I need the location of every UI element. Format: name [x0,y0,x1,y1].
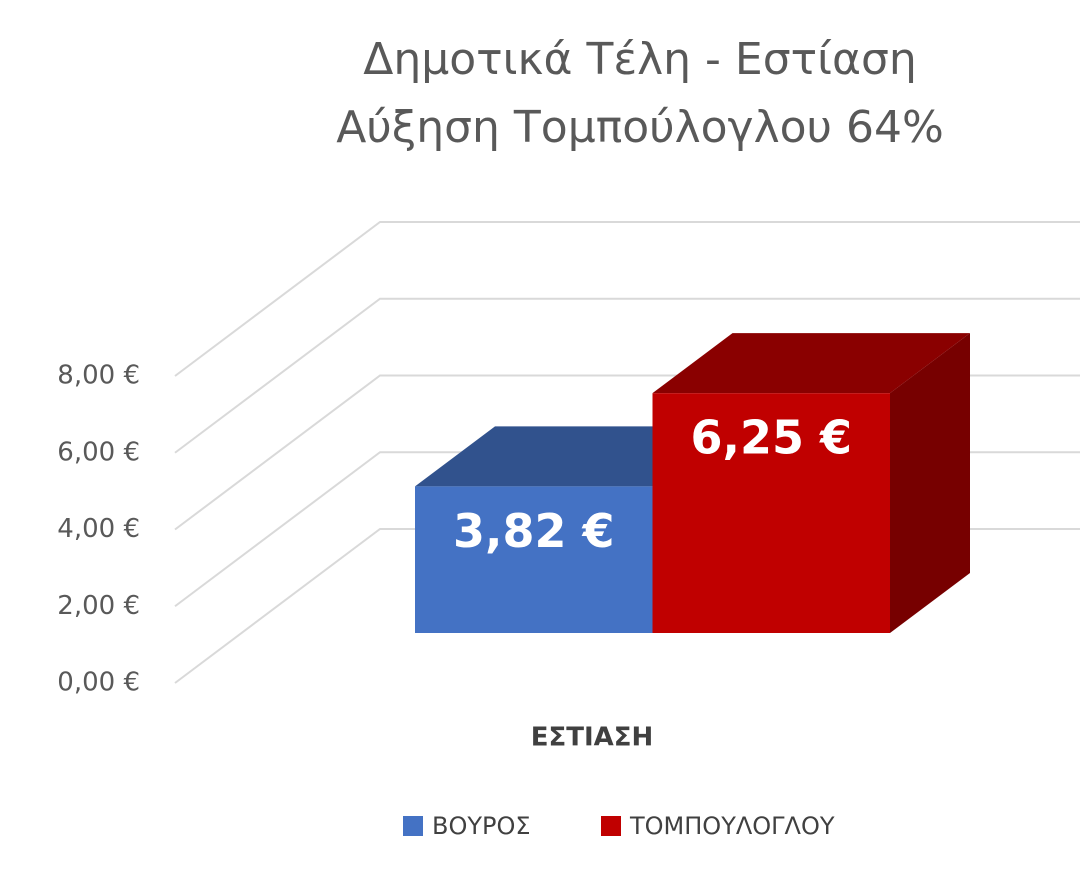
y-tick-label: 2,00 € [57,591,140,621]
bar-side [890,333,970,633]
data-label: 6,25 € [690,411,852,465]
bar [415,486,653,633]
y-tick-label: 0,00 € [57,668,140,698]
legend-swatch [403,816,423,836]
grid-line [174,221,1080,377]
data-label: 3,82 € [453,504,615,558]
bar [652,393,890,633]
legend-label: ΤΟΜΠΟΥΛΟΓΛΟΥ [629,812,835,840]
chart-subtitle: Αύξηση Τομπούλογλου 64% [336,102,944,153]
y-tick-label: 8,00 € [57,361,140,391]
grid-line [174,297,1080,454]
y-tick-label: 4,00 € [57,514,140,544]
x-tick-label: ΕΣΤΙΑΣΗ [531,723,654,753]
legend-label: ΒΟΥΡΟΣ [432,812,531,840]
y-tick-label: 6,00 € [57,437,140,467]
bar-top [652,333,970,394]
chart-title: Δημοτικά Τέλη - Εστίαση [363,34,916,85]
legend-swatch [601,816,621,836]
